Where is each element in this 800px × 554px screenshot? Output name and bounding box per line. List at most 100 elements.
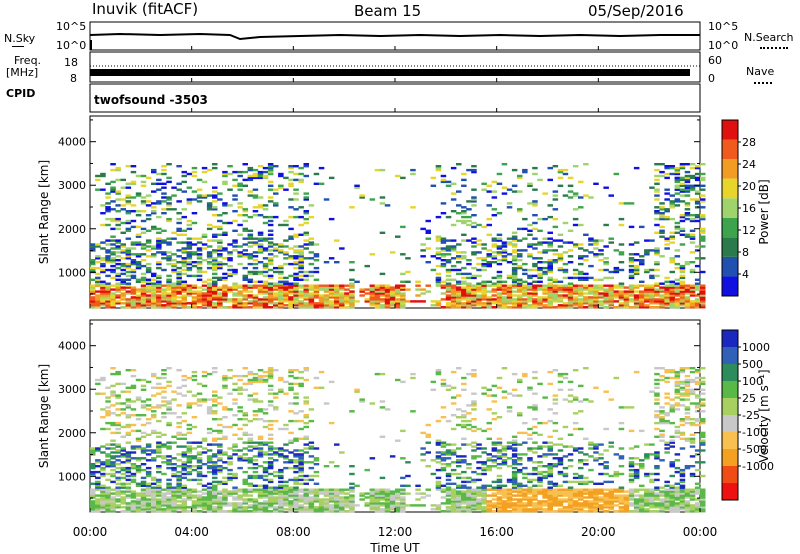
echo-cell (313, 386, 320, 389)
echo-cell (206, 508, 213, 511)
echo-cell (466, 215, 472, 219)
echo-cell (196, 255, 203, 258)
echo-cell (654, 194, 660, 197)
echo-cell (115, 394, 121, 397)
echo-cell (293, 488, 299, 491)
echo-cell (115, 245, 121, 248)
echo-cell (527, 480, 533, 484)
echo-cell (156, 202, 162, 205)
echo-cell (181, 286, 187, 289)
echo-cell (313, 500, 320, 503)
echo-cell (517, 288, 523, 291)
echo-cell (278, 288, 284, 291)
echo-cell (445, 259, 452, 262)
echo-cell (191, 304, 198, 307)
echo-cell (186, 200, 193, 203)
echo-cell (288, 300, 294, 303)
echo-cell (176, 266, 182, 270)
echo-cell (110, 304, 116, 307)
echo-cell (181, 466, 187, 470)
echo-cell (115, 286, 121, 289)
echo-cell (486, 262, 492, 266)
echo-cell (267, 490, 274, 493)
echo-cell (242, 243, 248, 246)
echo-cell (176, 416, 182, 419)
echo-cell (288, 166, 294, 170)
echo-cell (445, 245, 452, 248)
echo-cell (125, 482, 132, 485)
echo-cell (105, 239, 111, 242)
echo-cell (90, 306, 96, 309)
echo-cell (267, 449, 274, 452)
echo-cell (247, 482, 254, 485)
echo-cell (669, 304, 675, 307)
echo-cell (242, 382, 248, 386)
echo-cell (222, 374, 228, 378)
echo-cell (151, 202, 157, 205)
echo-cell (527, 276, 533, 280)
echo-cell (237, 306, 243, 309)
echo-cell (212, 186, 218, 189)
echo-cell (501, 249, 508, 252)
echo-cell (242, 266, 248, 270)
echo-cell (267, 196, 274, 199)
echo-cell (527, 449, 533, 452)
echo-cell (140, 284, 147, 287)
echo-cell (196, 178, 203, 182)
echo-cell (212, 455, 218, 458)
echo-cell (466, 282, 472, 285)
echo-cell (323, 296, 330, 299)
echo-cell (471, 455, 477, 458)
echo-cell (242, 414, 248, 417)
echo-cell (262, 176, 269, 180)
echo-cell (527, 304, 533, 307)
echo-cell (267, 298, 274, 301)
echo-cell (679, 284, 686, 287)
echo-cell (313, 296, 320, 299)
echo-cell (639, 225, 645, 229)
echo-cell (145, 418, 152, 421)
echo-cell (522, 506, 528, 509)
echo-cell (95, 500, 101, 503)
echo-cell (242, 431, 248, 435)
echo-cell (618, 284, 625, 287)
echo-cell (252, 306, 259, 309)
echo-cell (700, 290, 706, 293)
echo-cell (288, 298, 294, 301)
echo-cell (659, 300, 665, 303)
echo-cell (486, 488, 492, 491)
echo-cell (456, 190, 462, 193)
echo-cell (242, 367, 248, 370)
echo-cell (496, 506, 503, 509)
echo-cell (491, 214, 498, 217)
echo-cell (456, 486, 462, 489)
echo-cell (323, 286, 330, 289)
echo-cell (466, 506, 472, 509)
echo-cell (700, 194, 706, 197)
echo-cell (232, 402, 238, 405)
echo-cell (552, 492, 559, 495)
echo-cell (491, 459, 498, 462)
echo-cell (511, 510, 518, 513)
echo-cell (679, 190, 686, 193)
echo-cell (532, 306, 538, 309)
echo-cell (273, 451, 279, 454)
echo-cell (262, 412, 269, 415)
echo-cell (328, 300, 335, 303)
echo-cell (572, 302, 579, 305)
echo-cell (196, 194, 203, 197)
echo-cell (288, 410, 294, 413)
echo-cell (166, 408, 172, 411)
echo-cell (176, 241, 182, 244)
echo-cell (298, 249, 304, 252)
echo-cell (476, 302, 482, 305)
echo-cell (293, 272, 299, 276)
echo-cell (435, 480, 442, 484)
echo-cell (217, 192, 223, 195)
echo-cell (247, 488, 254, 491)
echo-cell (283, 443, 289, 446)
echo-cell (186, 447, 193, 450)
echo-cell (161, 498, 167, 501)
echo-cell (247, 166, 254, 170)
echo-cell (501, 163, 508, 166)
